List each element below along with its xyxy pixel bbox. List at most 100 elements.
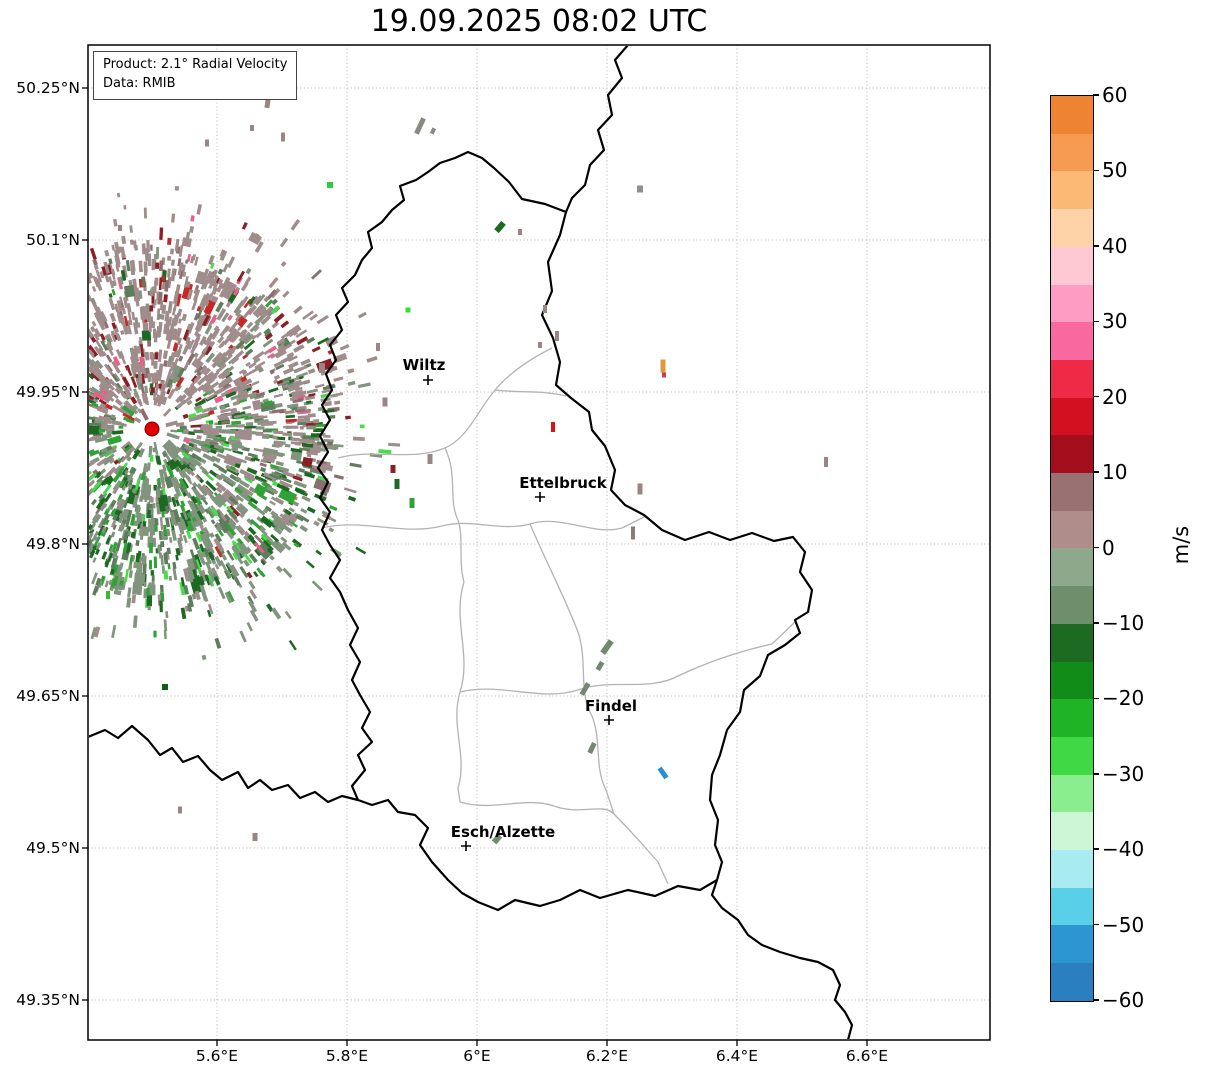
echo-mark — [579, 682, 591, 696]
country-borders — [89, 46, 854, 1039]
city-marker-ettelbruck — [535, 492, 545, 502]
echo-mark — [409, 498, 415, 508]
echo-mark — [281, 132, 285, 142]
colorbar-segment — [1051, 661, 1093, 700]
colorbar-segment — [1051, 510, 1093, 549]
colorbar-segment — [1051, 774, 1093, 813]
echo-mark — [637, 185, 643, 193]
echo-mark — [657, 766, 669, 780]
colorbar-segment — [1051, 96, 1093, 134]
city-marker-findel — [604, 715, 614, 725]
echo-mark — [319, 363, 325, 373]
echo-mark — [631, 526, 635, 540]
country-border-luxembourg — [316, 150, 814, 912]
figure-title: 19.09.2025 08:02 UTC — [370, 4, 708, 39]
echo-mark — [637, 483, 643, 495]
colorbar-segment — [1051, 359, 1093, 398]
echo-mark — [405, 307, 411, 313]
colorbar-segment — [1051, 397, 1093, 436]
echo-mark — [390, 465, 396, 473]
colorbar-tick-label: −30 — [1102, 761, 1145, 786]
colorbar-segment — [1051, 548, 1093, 587]
echo-mark — [414, 117, 426, 135]
echo-mark — [394, 479, 400, 489]
colorbar-tick-label: −50 — [1102, 912, 1145, 937]
city-label-ettelbruck: Ettelbruck — [519, 474, 608, 492]
echo-mark — [660, 359, 666, 373]
city-marker-esch-alzette — [461, 841, 471, 851]
colorbar-segment — [1051, 736, 1093, 775]
colorbar-unit-label: m/s — [1169, 525, 1193, 565]
city-label-wiltz: Wiltz — [403, 356, 446, 374]
x-tick-label: 6.4°E — [715, 1047, 759, 1065]
x-tick-label: 5.8°E — [325, 1047, 369, 1065]
colorbar-tick-label: −40 — [1102, 837, 1145, 862]
colorbar-tick-label: 50 — [1102, 158, 1128, 183]
echo-mark — [538, 342, 542, 348]
colorbar-tick-mark — [1093, 395, 1099, 398]
axis-tick-marks — [82, 87, 868, 1046]
colorbar-segment — [1051, 284, 1093, 323]
colorbar-tick-mark — [1093, 245, 1099, 247]
x-tick-label: 6.2°E — [585, 1047, 629, 1065]
colorbar-segment — [1051, 887, 1093, 926]
city-label-esch-alzette: Esch/Alzette — [451, 823, 555, 841]
y-tick-label: 49.65°N — [16, 687, 80, 705]
colorbar-tick-label: −10 — [1102, 610, 1145, 635]
x-tick-label: 6°E — [463, 1047, 491, 1065]
colorbar-segment — [1051, 246, 1093, 285]
echo-mark — [824, 457, 828, 467]
colorbar-tick-label: 60 — [1102, 83, 1128, 107]
colorbar-segment — [1051, 925, 1093, 964]
radar-echo-field — [89, 186, 401, 661]
city-label-findel: Findel — [585, 697, 637, 715]
y-tick-label: 50.25°N — [16, 79, 80, 97]
colorbar-segment — [1051, 322, 1093, 360]
plot-frame — [87, 44, 991, 1041]
echo-mark — [518, 229, 522, 235]
colorbar — [1050, 95, 1094, 1002]
x-tick-label: 5.6°E — [195, 1047, 239, 1065]
colorbar-tick-label: 30 — [1102, 309, 1128, 334]
colorbar-segment — [1051, 812, 1093, 851]
echo-mark — [162, 684, 168, 690]
echo-mark — [587, 741, 597, 755]
colorbar-segment — [1051, 623, 1093, 662]
colorbar-tick-mark — [1093, 169, 1099, 172]
gridlines — [88, 45, 990, 1040]
colorbar-tick-label: 20 — [1102, 384, 1128, 409]
colorbar-tick-label: 10 — [1102, 460, 1128, 485]
echo-mark — [427, 454, 433, 464]
colorbar-segment — [1051, 586, 1093, 624]
colorbar-segment — [1051, 963, 1093, 1001]
echo-mark — [250, 125, 254, 131]
country-border-belgium-germany — [564, 46, 629, 213]
x-tick-label: 6.6°E — [845, 1047, 889, 1065]
colorbar-tick-mark — [1093, 773, 1099, 775]
echo-mark — [252, 833, 258, 841]
echo-mark — [376, 343, 380, 351]
colorbar-segment — [1051, 699, 1093, 737]
echo-mark — [106, 591, 110, 599]
colorbar-tick-mark — [1093, 320, 1099, 322]
colorbar-tick-mark — [1093, 999, 1099, 1001]
isolated-echoes — [106, 91, 828, 845]
y-tick-label: 50.1°N — [26, 231, 80, 249]
y-tick-label: 49.95°N — [16, 383, 80, 401]
country-border-france-germany — [710, 879, 854, 1039]
colorbar-segment — [1051, 435, 1093, 474]
colorbar-tick-label: −60 — [1102, 988, 1145, 1012]
echo-mark — [543, 305, 547, 313]
echo-mark — [551, 422, 555, 432]
echo-mark — [491, 833, 503, 845]
y-tick-label: 49.35°N — [16, 991, 80, 1009]
colorbar-segment — [1051, 850, 1093, 888]
colorbar-tick-mark — [1093, 697, 1099, 700]
legend-product-line: Product: 2.1° Radial Velocity — [103, 57, 288, 72]
canton-borders — [321, 347, 796, 885]
echo-mark — [595, 660, 605, 672]
echo-mark — [662, 372, 666, 378]
echo-mark — [205, 139, 209, 147]
colorbar-tick-label: 40 — [1102, 233, 1128, 258]
